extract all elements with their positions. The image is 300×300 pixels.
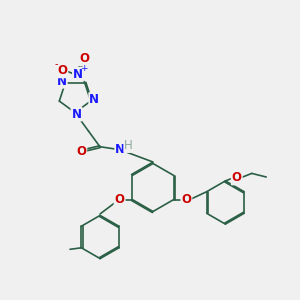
Text: O: O [79,52,89,65]
Text: N: N [73,68,83,81]
Text: O: O [232,171,242,184]
Text: N: N [71,107,82,121]
Text: N: N [89,93,99,106]
Text: O: O [76,145,86,158]
Text: N: N [115,142,125,156]
Text: +: + [80,64,87,73]
Text: O: O [57,64,67,77]
Text: O: O [182,193,191,206]
Text: N: N [57,75,67,88]
Text: -: - [55,59,58,69]
Text: H: H [124,139,133,152]
Text: O: O [115,193,124,206]
